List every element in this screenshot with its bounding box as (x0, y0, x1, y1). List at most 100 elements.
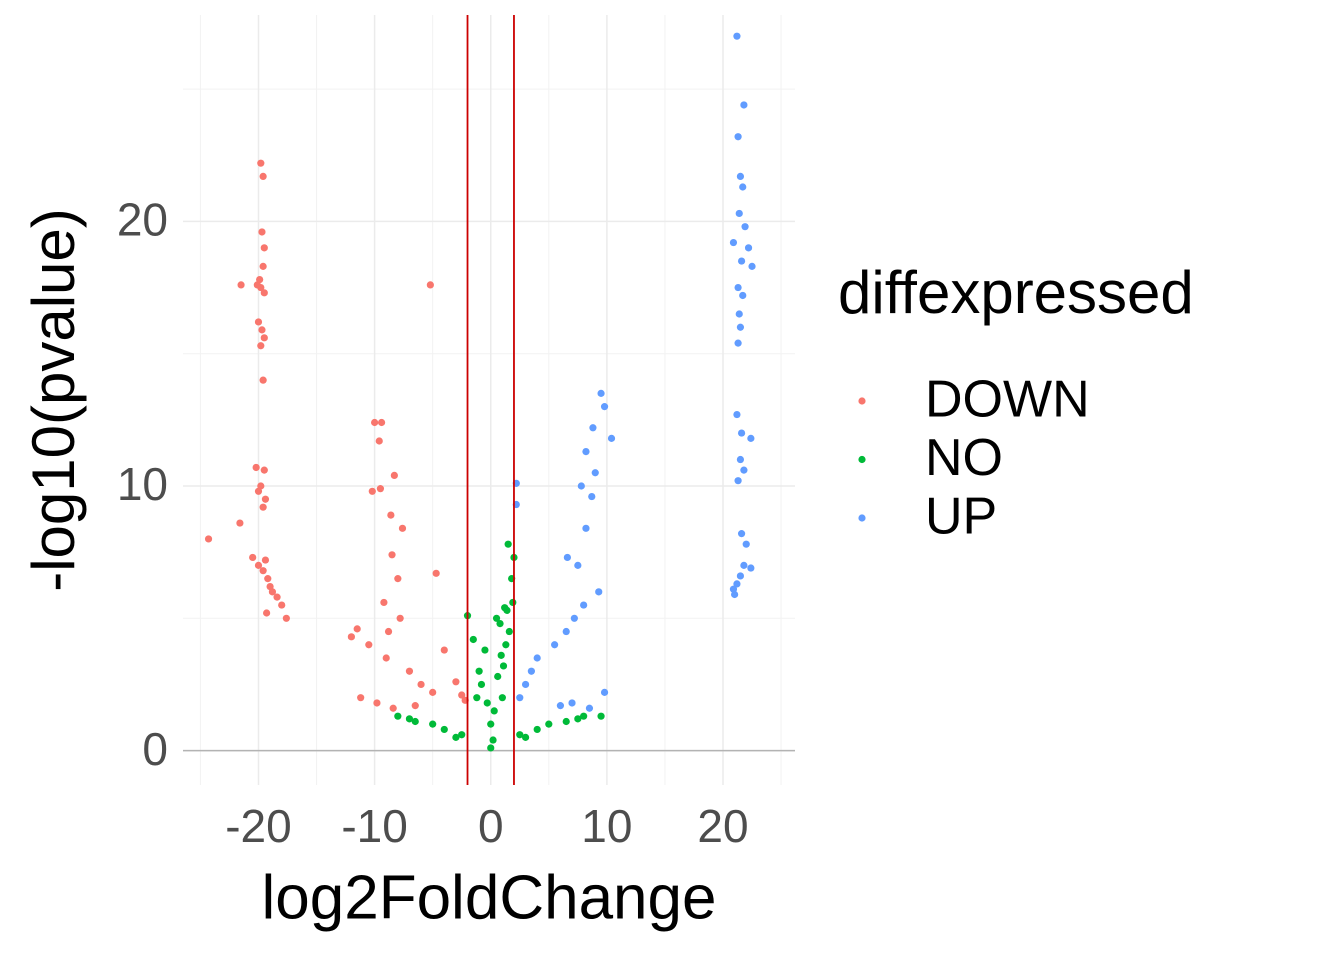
point (747, 564, 755, 572)
point (394, 575, 402, 583)
point (398, 524, 407, 532)
y-tick-label: 20 (117, 194, 168, 246)
point (357, 694, 365, 702)
point (516, 731, 524, 739)
y-tick-label: 10 (117, 458, 168, 510)
point (527, 667, 535, 675)
point (582, 524, 590, 532)
point (580, 712, 588, 720)
point (268, 588, 277, 596)
point (734, 133, 742, 141)
point (607, 434, 616, 442)
point (585, 704, 594, 712)
point (411, 702, 419, 710)
point (353, 625, 361, 633)
point (736, 455, 745, 464)
point (257, 283, 265, 292)
point (257, 159, 265, 167)
y-axis-title: -log10(pvalue) (20, 208, 87, 592)
point (429, 720, 437, 728)
point (458, 731, 466, 739)
point (254, 561, 263, 569)
point (236, 519, 244, 527)
point (258, 228, 266, 236)
point (742, 540, 750, 548)
point (735, 209, 743, 218)
point (261, 495, 270, 503)
point (503, 606, 511, 614)
point (373, 699, 381, 707)
point (263, 609, 271, 617)
point (591, 469, 599, 477)
point (384, 627, 393, 636)
point (595, 588, 603, 596)
point (249, 553, 257, 562)
point (375, 437, 383, 445)
point (582, 447, 590, 456)
point (426, 281, 434, 289)
point (734, 339, 742, 347)
point (347, 633, 355, 641)
point (473, 694, 481, 702)
point (736, 572, 745, 580)
x-tick-label: 10 (581, 800, 632, 852)
point (597, 712, 605, 720)
point (734, 283, 742, 292)
x-tick-label: 20 (697, 800, 748, 852)
point (382, 654, 390, 662)
point (739, 183, 747, 191)
point (256, 276, 264, 284)
point (737, 257, 746, 265)
point (405, 715, 414, 723)
point (429, 688, 437, 696)
legend-key (858, 514, 866, 522)
point (580, 601, 588, 609)
point (588, 492, 596, 501)
point (432, 569, 440, 577)
point (748, 262, 756, 270)
point (521, 733, 530, 741)
point (504, 540, 512, 548)
point (509, 598, 517, 607)
point (556, 702, 565, 710)
point (739, 291, 747, 300)
point (744, 244, 753, 252)
point (259, 503, 267, 511)
x-tick-label: -10 (341, 800, 407, 852)
point (388, 551, 396, 559)
point (259, 376, 267, 384)
point (440, 646, 448, 654)
point (502, 641, 510, 649)
point (729, 238, 738, 247)
point (545, 720, 553, 728)
point (733, 410, 741, 419)
point (487, 720, 495, 728)
point (475, 667, 483, 675)
legend-label: DOWN (925, 371, 1090, 429)
point (282, 614, 290, 622)
point (260, 334, 268, 342)
point (563, 553, 571, 562)
point (600, 688, 609, 696)
point (394, 712, 402, 720)
point (740, 101, 748, 109)
point (499, 662, 508, 670)
point (259, 262, 267, 270)
point (521, 680, 530, 689)
point (481, 646, 489, 654)
point (733, 32, 741, 40)
point (734, 477, 742, 485)
point (737, 429, 746, 437)
point (568, 699, 576, 707)
point (260, 466, 268, 474)
point (252, 463, 260, 472)
point (600, 403, 609, 411)
point (740, 466, 748, 474)
legend-key (858, 397, 866, 405)
point (417, 680, 425, 689)
x-axis-title: log2FoldChange (261, 863, 716, 932)
point (737, 530, 746, 538)
point (477, 680, 486, 689)
